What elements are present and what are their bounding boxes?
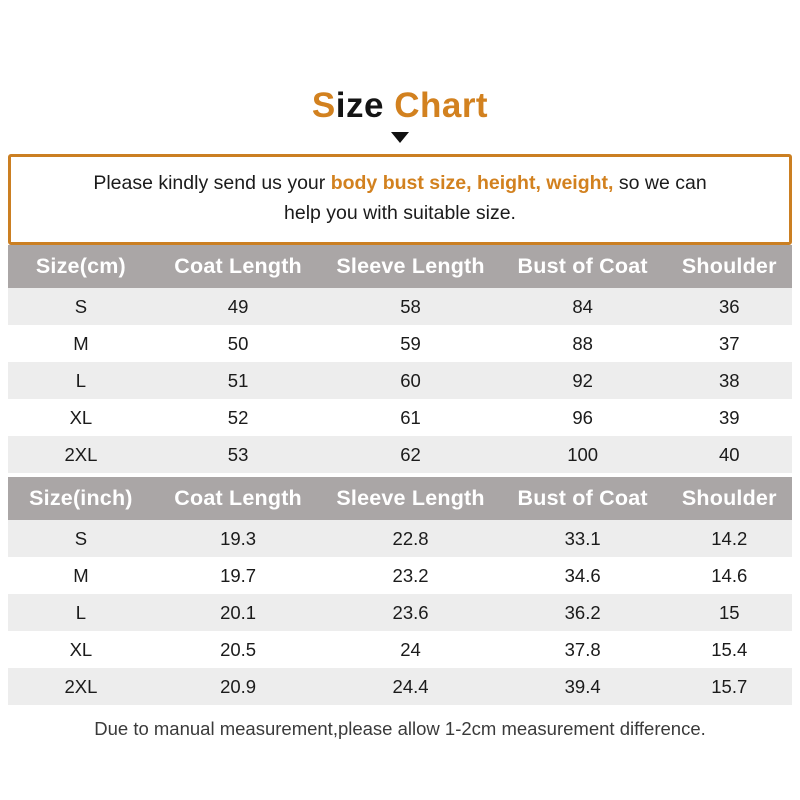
cell-sleeve: 61 — [322, 399, 499, 437]
column-header-coat-length: Coat Length — [153, 245, 323, 289]
cell-size: S — [8, 288, 154, 326]
cell-size: L — [8, 362, 154, 400]
cell-size: 2XL — [8, 436, 154, 474]
cell-bust: 92 — [498, 362, 667, 400]
column-header-coat-length: Coat Length — [153, 477, 323, 521]
cell-coat: 53 — [153, 436, 323, 474]
size-table-cm-block: Size(cm) Coat Length Sleeve Length Bust … — [8, 245, 792, 474]
notice-line2: help you with suitable size. — [284, 201, 516, 224]
cell-shoulder: 15.4 — [666, 631, 792, 669]
cell-bust: 33.1 — [498, 520, 667, 558]
cell-bust: 100 — [498, 436, 667, 474]
cell-bust: 88 — [498, 325, 667, 363]
table-row: M 19.7 23.2 34.6 14.6 — [8, 557, 792, 595]
caret-down-icon — [391, 132, 409, 143]
cell-coat: 19.7 — [153, 557, 323, 595]
cell-shoulder: 14.6 — [666, 557, 792, 595]
table-row: XL 20.5 24 37.8 15.4 — [8, 631, 792, 669]
page-title-part-3: Chart — [383, 86, 489, 125]
column-header-sleeve-length: Sleeve Length — [322, 245, 499, 289]
size-table-cm-head: Size(cm) Coat Length Sleeve Length Bust … — [8, 245, 792, 289]
page-title-part-2: ize — [335, 86, 384, 125]
cell-size: 2XL — [8, 668, 154, 706]
cell-shoulder: 36 — [666, 288, 792, 326]
table-row: L 51 60 92 38 — [8, 362, 792, 400]
cell-shoulder: 39 — [666, 399, 792, 437]
table-row: M 50 59 88 37 — [8, 325, 792, 363]
cell-size: L — [8, 594, 154, 632]
size-table-inch-block: Size(inch) Coat Length Sleeve Length Bus… — [8, 477, 792, 706]
size-table-inch-body: S 19.3 22.8 33.1 14.2 M 19.7 23.2 34.6 1… — [8, 520, 792, 706]
cell-bust: 36.2 — [498, 594, 667, 632]
column-header-size: Size(cm) — [8, 245, 154, 289]
notice-line1-highlight: body bust size, height, weight, — [330, 172, 614, 194]
cell-sleeve: 60 — [322, 362, 499, 400]
table-header-row: Size(cm) Coat Length Sleeve Length Bust … — [8, 245, 792, 289]
cell-sleeve: 58 — [322, 288, 499, 326]
cell-shoulder: 15.7 — [666, 668, 792, 706]
cell-coat: 50 — [153, 325, 323, 363]
table-row: S 49 58 84 36 — [8, 288, 792, 326]
cell-shoulder: 14.2 — [666, 520, 792, 558]
column-header-bust-of-coat: Bust of Coat — [498, 245, 667, 289]
cell-sleeve: 24.4 — [322, 668, 499, 706]
cell-shoulder: 15 — [666, 594, 792, 632]
cell-coat: 49 — [153, 288, 323, 326]
cell-size: XL — [8, 399, 154, 437]
cell-bust: 84 — [498, 288, 667, 326]
cell-sleeve: 23.6 — [322, 594, 499, 632]
size-table-cm-body: S 49 58 84 36 M 50 59 88 37 L 51 60 92 3… — [8, 288, 792, 474]
notice-line1-prefix: Please kindly send us your — [93, 172, 331, 194]
cell-sleeve: 59 — [322, 325, 499, 363]
cell-shoulder: 38 — [666, 362, 792, 400]
cell-coat: 20.9 — [153, 668, 323, 706]
size-table-inch: Size(inch) Coat Length Sleeve Length Bus… — [8, 477, 792, 706]
cell-sleeve: 24 — [322, 631, 499, 669]
measurement-disclaimer: Due to manual measurement,please allow 1… — [94, 718, 706, 740]
cell-bust: 37.8 — [498, 631, 667, 669]
cell-bust: 34.6 — [498, 557, 667, 595]
cell-shoulder: 37 — [666, 325, 792, 363]
column-header-size: Size(inch) — [8, 477, 154, 521]
cell-coat: 51 — [153, 362, 323, 400]
page-title: Size Chart — [312, 88, 488, 123]
column-header-bust-of-coat: Bust of Coat — [498, 477, 667, 521]
cell-bust: 96 — [498, 399, 667, 437]
table-row: XL 52 61 96 39 — [8, 399, 792, 437]
cell-coat: 52 — [153, 399, 323, 437]
cell-coat: 20.1 — [153, 594, 323, 632]
table-header-row: Size(inch) Coat Length Sleeve Length Bus… — [8, 477, 792, 521]
title-section: Size Chart — [0, 0, 800, 143]
table-row: 2XL 20.9 24.4 39.4 15.7 — [8, 668, 792, 706]
column-header-shoulder: Shoulder — [666, 245, 792, 289]
cell-coat: 20.5 — [153, 631, 323, 669]
cell-shoulder: 40 — [666, 436, 792, 474]
column-header-shoulder: Shoulder — [666, 477, 792, 521]
column-header-sleeve-length: Sleeve Length — [322, 477, 499, 521]
table-row: 2XL 53 62 100 40 — [8, 436, 792, 474]
measurement-request-notice: Please kindly send us your body bust siz… — [8, 154, 792, 246]
table-row: L 20.1 23.6 36.2 15 — [8, 594, 792, 632]
size-table-inch-head: Size(inch) Coat Length Sleeve Length Bus… — [8, 477, 792, 521]
notice-line1-suffix: so we can — [613, 172, 707, 194]
cell-size: M — [8, 325, 154, 363]
cell-size: XL — [8, 631, 154, 669]
size-table-cm: Size(cm) Coat Length Sleeve Length Bust … — [8, 245, 792, 474]
cell-sleeve: 23.2 — [322, 557, 499, 595]
cell-coat: 19.3 — [153, 520, 323, 558]
cell-sleeve: 22.8 — [322, 520, 499, 558]
cell-bust: 39.4 — [498, 668, 667, 706]
cell-sleeve: 62 — [322, 436, 499, 474]
table-row: S 19.3 22.8 33.1 14.2 — [8, 520, 792, 558]
page-title-part-1: S — [311, 86, 336, 125]
cell-size: S — [8, 520, 154, 558]
cell-size: M — [8, 557, 154, 595]
